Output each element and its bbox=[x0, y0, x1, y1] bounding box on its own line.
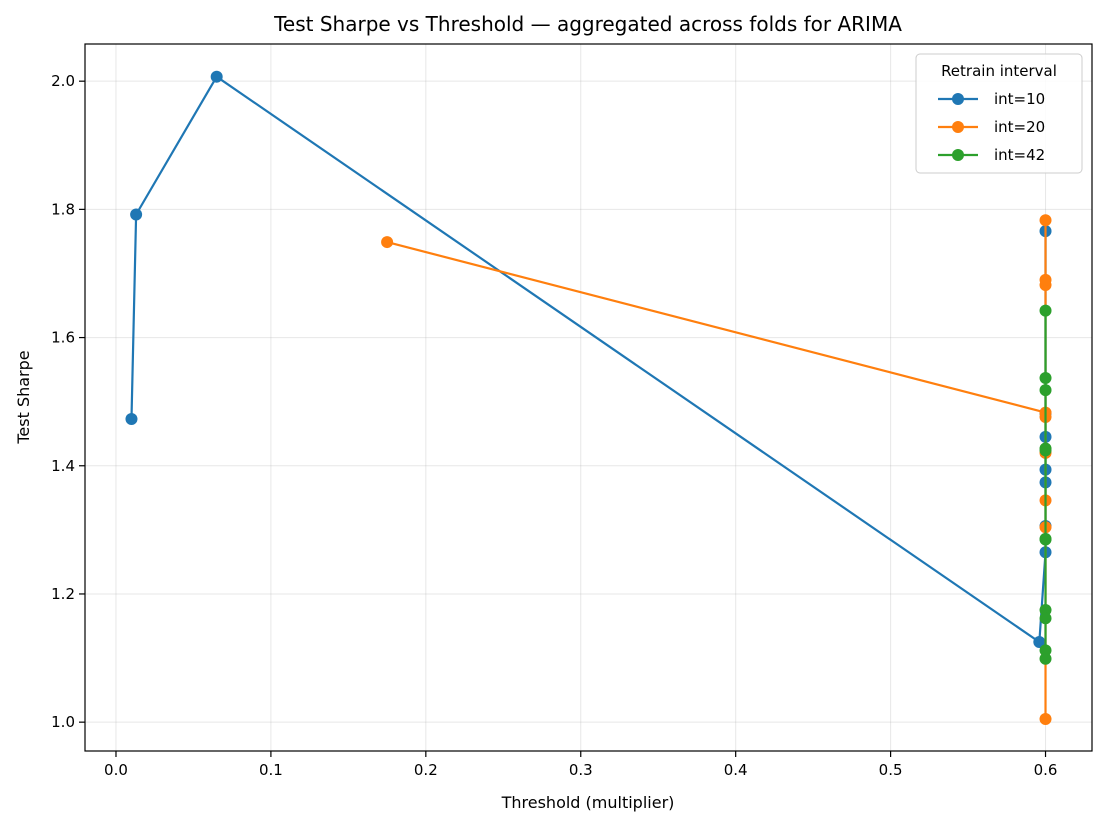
series-layer bbox=[125, 70, 1052, 725]
x-axis-ticks: 0.0 0.1 0.2 0.3 0.4 0.5 0.6 bbox=[104, 751, 1057, 779]
data-point-int-20 bbox=[381, 236, 394, 249]
data-point-int-20 bbox=[1039, 273, 1052, 286]
chart-title: Test Sharpe vs Threshold — aggregated ac… bbox=[273, 12, 902, 36]
y-tick-label: 1.8 bbox=[51, 200, 75, 218]
series-int-10 bbox=[125, 70, 1052, 649]
y-tick-label: 1.4 bbox=[51, 457, 75, 475]
x-tick-label: 0.0 bbox=[104, 761, 128, 779]
legend-title: Retrain interval bbox=[941, 62, 1057, 80]
data-point-int-42 bbox=[1039, 384, 1052, 397]
legend-label: int=42 bbox=[994, 146, 1045, 164]
x-tick-label: 0.4 bbox=[724, 761, 748, 779]
data-point-int-10 bbox=[210, 70, 223, 83]
data-point-int-42 bbox=[1039, 444, 1052, 457]
data-point-int-42 bbox=[1039, 644, 1052, 657]
legend-item-int-42: int=42 bbox=[938, 146, 1045, 164]
x-tick-label: 0.2 bbox=[414, 761, 438, 779]
legend-marker bbox=[952, 121, 964, 133]
legend-box bbox=[915, 53, 1083, 174]
legend-items: int=10 int=20 int=42 bbox=[938, 90, 1045, 164]
series-line-int-20 bbox=[386, 220, 1047, 721]
y-tick-label: 1.2 bbox=[51, 585, 75, 603]
x-tick-label: 0.6 bbox=[1034, 761, 1058, 779]
data-point-int-42 bbox=[1039, 603, 1052, 616]
plot-frame bbox=[84, 43, 1093, 752]
legend-item-int-10: int=10 bbox=[938, 90, 1045, 108]
series-int-20 bbox=[381, 214, 1052, 725]
x-tick-label: 0.3 bbox=[569, 761, 593, 779]
x-tick-label: 0.5 bbox=[879, 761, 903, 779]
data-point-int-20 bbox=[1039, 712, 1052, 725]
x-tick-label: 0.1 bbox=[259, 761, 283, 779]
legend-marker bbox=[952, 149, 964, 161]
legend-item-int-20: int=20 bbox=[938, 118, 1045, 136]
y-tick-label: 2.0 bbox=[51, 72, 75, 90]
data-point-int-10 bbox=[1033, 636, 1046, 649]
data-point-int-20 bbox=[1039, 214, 1052, 227]
y-axis-ticks: 1.0 1.2 1.4 1.6 1.8 2.0 bbox=[51, 72, 85, 731]
data-point-int-42 bbox=[1039, 304, 1052, 317]
legend-label: int=10 bbox=[994, 90, 1045, 108]
y-tick-label: 1.6 bbox=[51, 329, 75, 347]
legend-label: int=20 bbox=[994, 118, 1045, 136]
data-point-int-10 bbox=[130, 208, 143, 221]
data-point-int-42 bbox=[1039, 371, 1052, 384]
data-point-int-42 bbox=[1039, 612, 1052, 625]
x-axis-label: Threshold (multiplier) bbox=[501, 793, 675, 812]
series-line-int-10 bbox=[130, 75, 1047, 644]
series-int-42 bbox=[1039, 304, 1052, 665]
data-point-int-42 bbox=[1039, 533, 1052, 546]
legend: Retrain interval int=10 int=20 int=42 bbox=[915, 53, 1083, 174]
y-tick-label: 1.0 bbox=[51, 713, 75, 731]
legend-marker bbox=[952, 93, 964, 105]
data-point-int-42 bbox=[1039, 652, 1052, 665]
data-point-int-10 bbox=[125, 412, 138, 425]
y-axis-label: Test Sharpe bbox=[14, 350, 33, 444]
